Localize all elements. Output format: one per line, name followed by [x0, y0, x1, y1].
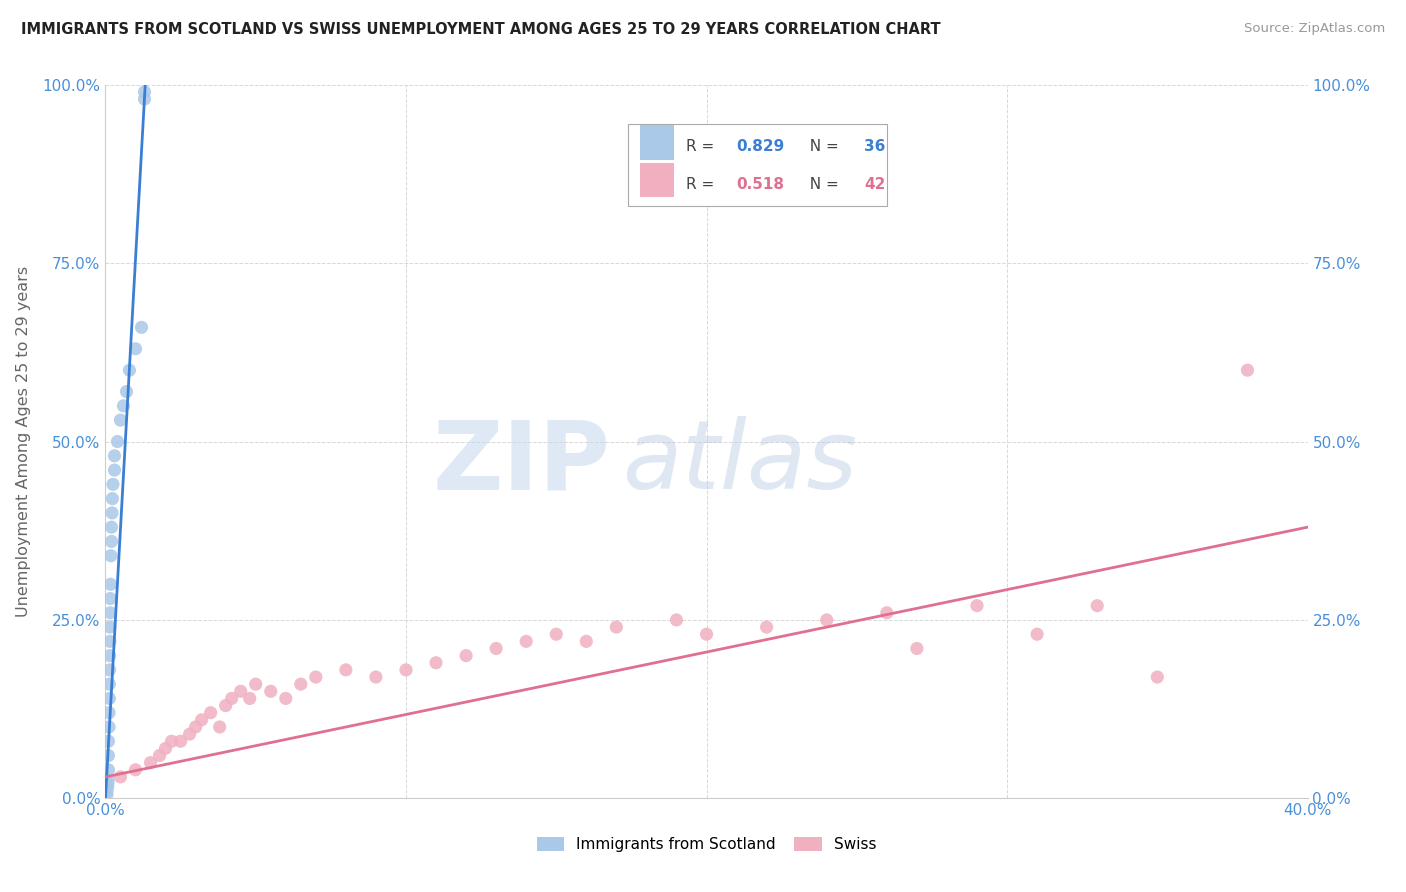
- Point: [100, 549, 122, 563]
- FancyBboxPatch shape: [628, 124, 887, 206]
- Point: [96, 780, 118, 795]
- Point: [110, 770, 132, 784]
- Point: [118, 363, 141, 377]
- Point: [575, 634, 598, 648]
- Point: [696, 627, 718, 641]
- Point: [124, 763, 146, 777]
- Point: [98, 663, 121, 677]
- Point: [110, 413, 132, 427]
- Text: Source: ZipAtlas.com: Source: ZipAtlas.com: [1244, 22, 1385, 36]
- Point: [131, 320, 153, 334]
- Point: [98, 606, 121, 620]
- Point: [100, 534, 122, 549]
- Point: [515, 634, 537, 648]
- Point: [260, 684, 283, 698]
- Point: [966, 599, 988, 613]
- Legend: Immigrants from Scotland, Swiss: Immigrants from Scotland, Swiss: [530, 831, 883, 858]
- Point: [98, 620, 121, 634]
- Point: [229, 684, 252, 698]
- Point: [274, 691, 297, 706]
- Point: [100, 520, 122, 534]
- Point: [98, 720, 121, 734]
- Point: [305, 670, 328, 684]
- Point: [98, 677, 121, 691]
- Point: [815, 613, 838, 627]
- Text: IMMIGRANTS FROM SCOTLAND VS SWISS UNEMPLOYMENT AMONG AGES 25 TO 29 YEARS CORRELA: IMMIGRANTS FROM SCOTLAND VS SWISS UNEMPL…: [21, 22, 941, 37]
- Text: R =: R =: [686, 178, 720, 192]
- Point: [101, 506, 124, 520]
- Point: [208, 720, 231, 734]
- Point: [100, 577, 122, 591]
- Point: [755, 620, 778, 634]
- Point: [101, 477, 124, 491]
- Text: ZIP: ZIP: [433, 417, 610, 509]
- Point: [97, 763, 120, 777]
- Point: [179, 727, 201, 741]
- Point: [221, 691, 243, 706]
- Point: [134, 85, 156, 99]
- Point: [1236, 363, 1258, 377]
- Point: [96, 784, 118, 798]
- Point: [134, 92, 156, 106]
- Point: [97, 777, 120, 791]
- Y-axis label: Unemployment Among Ages 25 to 29 years: Unemployment Among Ages 25 to 29 years: [17, 266, 31, 617]
- Point: [160, 734, 183, 748]
- Point: [290, 677, 312, 691]
- Point: [190, 713, 212, 727]
- Point: [124, 342, 146, 356]
- Bar: [640, 163, 673, 197]
- Text: 42: 42: [865, 178, 886, 192]
- Point: [98, 591, 121, 606]
- Point: [1146, 670, 1168, 684]
- Point: [214, 698, 236, 713]
- Text: atlas: atlas: [623, 417, 858, 509]
- Point: [148, 748, 170, 763]
- Point: [97, 748, 120, 763]
- Bar: [640, 126, 673, 160]
- Point: [101, 491, 124, 506]
- Point: [103, 449, 125, 463]
- Point: [184, 720, 207, 734]
- Point: [546, 627, 568, 641]
- Point: [876, 606, 898, 620]
- Point: [239, 691, 262, 706]
- Point: [98, 634, 121, 648]
- Point: [97, 734, 120, 748]
- Point: [98, 648, 121, 663]
- Point: [96, 788, 118, 802]
- Text: N =: N =: [800, 139, 844, 154]
- Text: R =: R =: [686, 139, 720, 154]
- Point: [1026, 627, 1049, 641]
- Point: [605, 620, 627, 634]
- Point: [1085, 599, 1108, 613]
- Point: [395, 663, 418, 677]
- Point: [169, 734, 191, 748]
- Point: [103, 463, 125, 477]
- Point: [98, 706, 121, 720]
- Point: [112, 399, 135, 413]
- Text: 0.518: 0.518: [737, 178, 785, 192]
- Point: [200, 706, 222, 720]
- Point: [905, 641, 928, 656]
- Text: N =: N =: [800, 178, 844, 192]
- Point: [245, 677, 267, 691]
- Point: [98, 691, 121, 706]
- Point: [425, 656, 447, 670]
- Point: [665, 613, 688, 627]
- Point: [485, 641, 508, 656]
- Point: [155, 741, 177, 756]
- Point: [97, 773, 120, 788]
- Point: [454, 648, 477, 663]
- Text: 0.829: 0.829: [737, 139, 785, 154]
- Point: [139, 756, 162, 770]
- Text: 36: 36: [865, 139, 886, 154]
- Point: [364, 670, 387, 684]
- Point: [107, 434, 129, 449]
- Point: [115, 384, 138, 399]
- Point: [335, 663, 357, 677]
